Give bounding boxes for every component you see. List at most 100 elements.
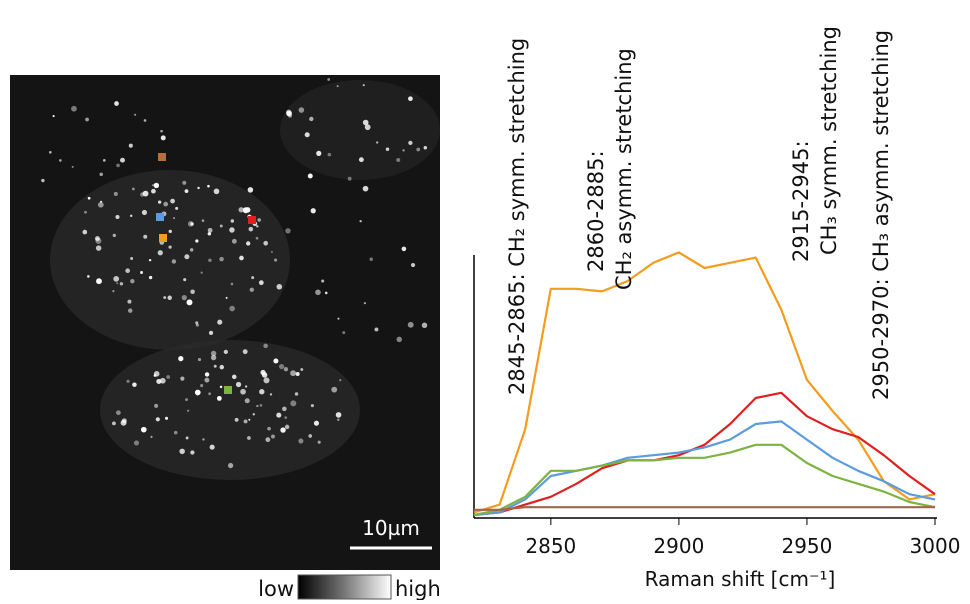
speckle [248, 419, 250, 421]
speckle [226, 297, 228, 299]
spectrum-line [474, 507, 935, 510]
speckle [161, 135, 166, 140]
speckle [245, 385, 247, 387]
speckle [98, 202, 104, 208]
annotation: CH₃ symm. stretching [817, 26, 841, 255]
speckle [179, 449, 184, 454]
roi-marker [158, 153, 166, 161]
annotation: 2915-2945: [789, 140, 813, 262]
speckle [154, 183, 159, 188]
speckle [197, 187, 199, 189]
speckle [235, 418, 239, 422]
speckle [295, 392, 298, 395]
speckle [228, 463, 233, 468]
speckle [286, 111, 292, 117]
speckle [416, 148, 420, 152]
cell-region [280, 80, 440, 180]
speckle [158, 250, 163, 255]
speckle [120, 158, 125, 163]
speckle [263, 344, 268, 349]
speckle [134, 114, 136, 116]
speckle [229, 227, 234, 232]
speckle [253, 413, 255, 415]
speckle [211, 355, 216, 360]
speckle [173, 217, 175, 219]
speckle [175, 207, 178, 210]
speckle [95, 238, 101, 244]
speckle [132, 188, 135, 191]
speckle [321, 279, 324, 282]
speckle [274, 258, 277, 261]
roi-marker [159, 234, 167, 242]
speckle [185, 398, 188, 401]
speckle [113, 276, 119, 282]
speckle [276, 413, 281, 418]
speckle [299, 107, 305, 113]
speckle [116, 282, 118, 284]
speckle [214, 365, 217, 368]
speckle [156, 379, 161, 384]
speckle [72, 166, 74, 168]
speckle [263, 241, 268, 246]
speckle [208, 228, 213, 233]
speckle [121, 420, 127, 426]
speckle [386, 148, 389, 151]
speckle [140, 271, 143, 274]
speckle [219, 257, 224, 262]
speckle [129, 144, 133, 148]
speckle [71, 106, 77, 112]
speckle [128, 308, 132, 312]
speckle [231, 283, 234, 286]
speckle [220, 365, 224, 369]
speckle [267, 427, 271, 431]
speckle [169, 230, 172, 233]
speckle [348, 177, 352, 181]
annotation: 2845-2865: CH₂ symm. stretching [505, 38, 529, 395]
speckle [130, 257, 133, 260]
speckle [365, 124, 371, 130]
x-tick-label: 2900 [653, 534, 704, 558]
speckle [308, 434, 312, 438]
speckle [296, 372, 300, 376]
speckle [170, 199, 175, 204]
annotation: CH₂ asymm. stretching [612, 48, 636, 290]
speckle [163, 202, 168, 207]
speckle [256, 225, 258, 227]
x-tick-label: 2850 [525, 534, 576, 558]
speckle [300, 368, 303, 371]
speckle [184, 254, 189, 259]
speckle [316, 151, 321, 156]
speckle [188, 221, 194, 227]
speckle [87, 275, 90, 278]
speckle [305, 132, 310, 137]
colorbar-low: low [258, 577, 294, 600]
speckle [331, 387, 337, 393]
speckle [229, 306, 235, 312]
speckle [239, 256, 244, 261]
speckle [277, 284, 283, 290]
speckle [151, 189, 156, 194]
roi-marker [224, 386, 232, 394]
speckle [114, 192, 118, 196]
x-axis-label: Raman shift [cm⁻¹] [645, 567, 836, 591]
speckle [209, 331, 213, 335]
speckle [156, 417, 160, 421]
roi-marker [248, 216, 256, 224]
speckle [244, 419, 248, 423]
speckle [210, 445, 215, 450]
speckle [149, 259, 151, 261]
speckle [190, 248, 193, 251]
speckle [195, 321, 198, 324]
speckle [190, 289, 195, 294]
speckle [245, 398, 250, 403]
speckle [187, 410, 189, 412]
colorbar-high: high [395, 577, 441, 600]
speckle [132, 382, 137, 387]
speckle [248, 187, 254, 193]
speckle [214, 189, 220, 195]
speckle [125, 268, 130, 273]
speckle [141, 427, 147, 433]
speckle [140, 192, 144, 196]
annotation: 2860-2885: [584, 150, 608, 272]
speckle [130, 215, 132, 217]
